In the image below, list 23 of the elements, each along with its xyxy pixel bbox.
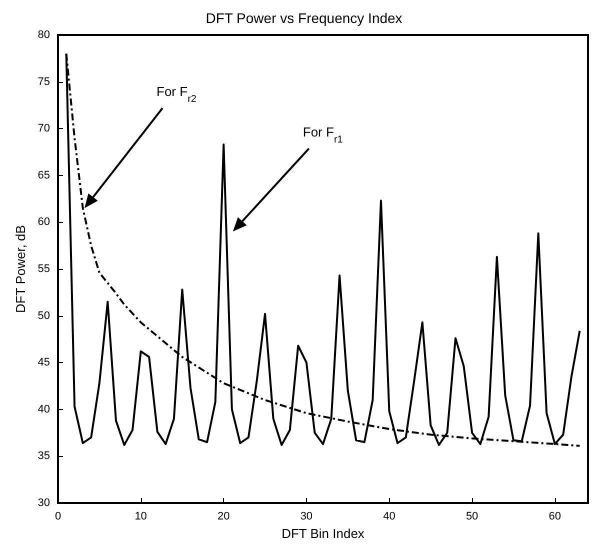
y-tick-label: 75 bbox=[38, 76, 50, 88]
x-axis-title: DFT Bin Index bbox=[282, 526, 365, 541]
annotation: For F$_{r1}$ bbox=[302, 124, 344, 146]
y-tick-label: 30 bbox=[38, 497, 50, 509]
chart-title: DFT Power vs Frequency Index bbox=[206, 10, 402, 26]
y-tick-label: 40 bbox=[38, 403, 50, 416]
x-tick-label: 40 bbox=[383, 510, 396, 522]
x-tick-label: 10 bbox=[134, 510, 147, 522]
y-tick-label: 60 bbox=[38, 216, 50, 228]
y-tick-label: 55 bbox=[38, 263, 50, 275]
annotation: For F$_{r2}$ bbox=[156, 84, 197, 105]
x-tick-label: 60 bbox=[548, 510, 561, 522]
x-tick-label: 30 bbox=[300, 510, 313, 522]
x-tick-label: 50 bbox=[466, 510, 478, 522]
y-tick-label: 65 bbox=[38, 169, 50, 182]
x-tick-label: 0 bbox=[54, 510, 62, 522]
x-tick-label: 20 bbox=[218, 510, 230, 522]
y-tick-label: 35 bbox=[38, 450, 50, 462]
y-tick-label: 45 bbox=[38, 356, 50, 369]
y-tick-label: 50 bbox=[38, 310, 50, 322]
y-tick-label: 70 bbox=[38, 122, 50, 135]
y-axis-title: DFT Power, dB bbox=[12, 225, 28, 313]
y-tick-label: 80 bbox=[38, 29, 50, 41]
